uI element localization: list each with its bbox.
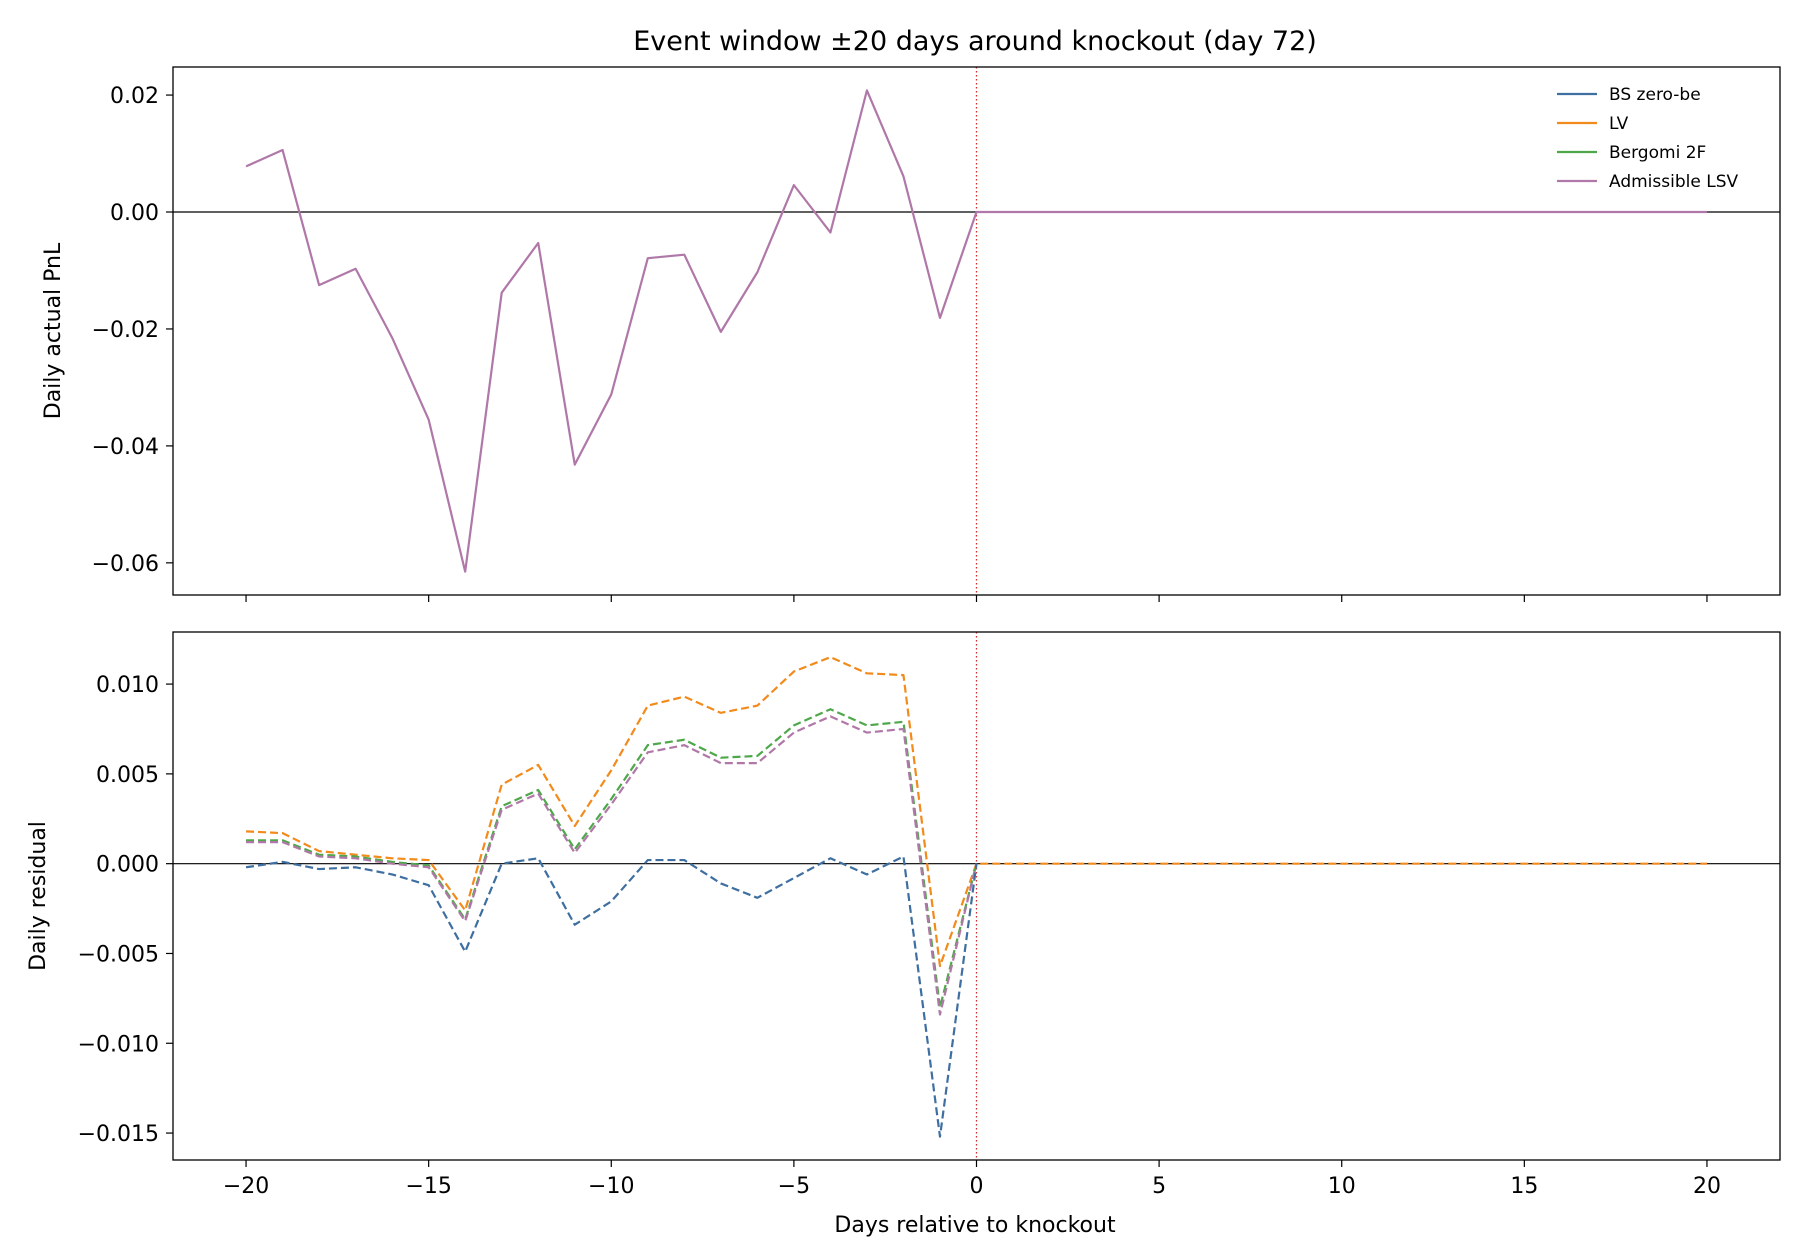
y-tick-label: −0.005	[78, 942, 159, 967]
x-tick-label: 0	[970, 1174, 984, 1199]
y-tick-label: −0.02	[92, 318, 159, 343]
top-panel-actual-pnl: 0.02 0.00 −0.02 −0.04 −0.06 Daily actual PnL	[41, 66, 1781, 602]
x-tick-label: −20	[223, 1174, 269, 1199]
x-tick-label: 15	[1510, 1174, 1538, 1199]
legend-label-bs-zero-be: BS zero-be	[1609, 85, 1701, 105]
y-tick-label: −0.010	[78, 1032, 159, 1057]
legend-label-bergomi-2f: Bergomi 2F	[1609, 143, 1706, 163]
x-tick-label: 5	[1152, 1174, 1166, 1199]
y-tick-label: 0.010	[96, 673, 159, 698]
x-axis-label: Days relative to knockout	[834, 1213, 1116, 1238]
y-tick-label: −0.015	[78, 1122, 159, 1147]
series-line-bs-zero-be	[245, 855, 978, 1138]
series-line-lv	[245, 656, 1707, 968]
x-tick-label: −15	[405, 1174, 451, 1199]
bottom-panel-ylabel: Daily residual	[26, 821, 51, 971]
x-tick-label: −5	[778, 1174, 810, 1199]
legend: BS zero-be LV Bergomi 2F Admissible LSV	[1557, 85, 1738, 192]
top-panel-ylabel: Daily actual PnL	[41, 242, 66, 419]
y-tick-label: 0.02	[110, 84, 159, 109]
y-tick-label: 0.00	[110, 201, 159, 226]
legend-label-lv: LV	[1609, 114, 1629, 134]
series-line-bergomi-2f	[246, 708, 978, 1009]
x-tick-label: −10	[588, 1174, 634, 1199]
x-tick-label: 10	[1328, 1174, 1356, 1199]
y-tick-label: 0.005	[96, 763, 159, 788]
legend-label-admissible-lsv: Admissible LSV	[1609, 172, 1738, 192]
series-line-admissible-lsv	[246, 715, 978, 1016]
chart-title: Event window ±20 days around knockout (d…	[633, 26, 1317, 57]
y-tick-label: −0.06	[92, 552, 159, 577]
y-tick-label: 0.000	[96, 853, 159, 878]
bottom-panel-residual: −20 −15 −10 −5 0 5 10 15 20 0.010 0.005 0.000 −0.005…	[26, 631, 1781, 1199]
x-tick-label: 20	[1693, 1174, 1721, 1199]
series-line-admissible-lsv	[245, 89, 1707, 573]
y-tick-label: −0.04	[92, 435, 159, 460]
